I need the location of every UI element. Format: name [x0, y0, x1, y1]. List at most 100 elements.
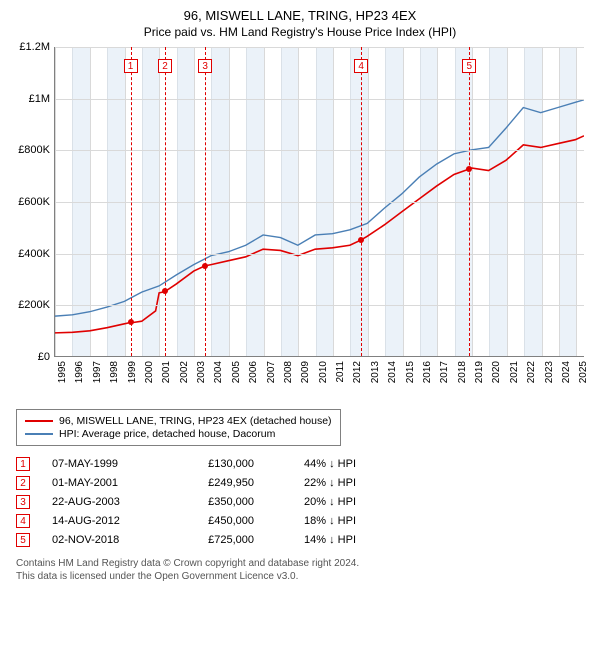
y-tick-label: £1M	[29, 93, 50, 105]
sale-marker-point	[128, 319, 134, 325]
x-tick-label: 2000	[144, 361, 155, 383]
x-tick-label: 2025	[578, 361, 589, 383]
x-tick-label: 2014	[387, 361, 398, 383]
x-tick-label: 2022	[526, 361, 537, 383]
sale-diff: 44% ↓ HPI	[276, 458, 356, 470]
x-tick-label: 2016	[422, 361, 433, 383]
sale-number-box: 1	[16, 457, 30, 471]
x-tick-label: 1996	[74, 361, 85, 383]
sale-number-box: 5	[16, 533, 30, 547]
series-line	[55, 100, 584, 316]
sale-marker-box: 3	[198, 59, 212, 73]
sales-table: 1 07-MAY-1999 £130,000 44% ↓ HPI 2 01-MAY-200…	[16, 457, 590, 547]
legend-label-property: 96, MISWELL LANE, TRING, HP23 4EX (detac…	[59, 415, 332, 427]
sale-diff: 22% ↓ HPI	[276, 477, 356, 489]
sale-price: £350,000	[174, 496, 254, 508]
sale-date: 02-NOV-2018	[52, 534, 152, 546]
sale-price: £130,000	[174, 458, 254, 470]
sale-date: 14-AUG-2012	[52, 515, 152, 527]
legend-label-hpi: HPI: Average price, detached house, Daco…	[59, 428, 275, 440]
x-tick-label: 1999	[127, 361, 138, 383]
x-tick-label: 2023	[544, 361, 555, 383]
y-tick-label: £200K	[18, 299, 50, 311]
x-tick-label: 2011	[335, 361, 346, 383]
sale-date: 22-AUG-2003	[52, 496, 152, 508]
sale-diff: 14% ↓ HPI	[276, 534, 356, 546]
x-tick-label: 2010	[318, 361, 329, 383]
gridline-h	[55, 305, 584, 306]
sale-row: 1 07-MAY-1999 £130,000 44% ↓ HPI	[16, 457, 590, 471]
gridline-h	[55, 99, 584, 100]
x-tick-label: 2001	[161, 361, 172, 383]
legend-row-hpi: HPI: Average price, detached house, Daco…	[25, 428, 332, 440]
sale-marker-box: 4	[354, 59, 368, 73]
sale-price: £450,000	[174, 515, 254, 527]
x-tick-label: 2006	[248, 361, 259, 383]
sale-diff: 18% ↓ HPI	[276, 515, 356, 527]
sale-price: £725,000	[174, 534, 254, 546]
y-axis: £0£200K£400K£600K£800K£1M£1.2M	[10, 47, 54, 357]
y-tick-label: £600K	[18, 196, 50, 208]
sale-price: £249,950	[174, 477, 254, 489]
x-tick-label: 2021	[509, 361, 520, 383]
gridline-h	[55, 150, 584, 151]
sale-marker-point	[202, 263, 208, 269]
sale-number-box: 3	[16, 495, 30, 509]
sale-date: 07-MAY-1999	[52, 458, 152, 470]
chart-subtitle: Price paid vs. HM Land Registry's House …	[10, 25, 590, 39]
y-tick-label: £1.2M	[19, 41, 50, 53]
sale-diff: 20% ↓ HPI	[276, 496, 356, 508]
sale-marker-point	[162, 288, 168, 294]
y-tick-label: £0	[38, 351, 50, 363]
sale-number-box: 2	[16, 476, 30, 490]
sale-marker-box: 5	[462, 59, 476, 73]
sale-date: 01-MAY-2001	[52, 477, 152, 489]
x-tick-label: 1997	[92, 361, 103, 383]
footer-line-2: This data is licensed under the Open Gov…	[16, 570, 590, 583]
x-tick-label: 2009	[300, 361, 311, 383]
x-tick-label: 1998	[109, 361, 120, 383]
legend: 96, MISWELL LANE, TRING, HP23 4EX (detac…	[16, 409, 341, 446]
x-tick-label: 2012	[352, 361, 363, 383]
x-tick-label: 2020	[491, 361, 502, 383]
chart-title: 96, MISWELL LANE, TRING, HP23 4EX	[10, 8, 590, 23]
footer-line-1: Contains HM Land Registry data © Crown c…	[16, 557, 590, 570]
chart-container: £0£200K£400K£600K£800K£1M£1.2M 12345 199…	[10, 47, 590, 407]
gridline-h	[55, 202, 584, 203]
legend-swatch-hpi	[25, 433, 53, 435]
footer: Contains HM Land Registry data © Crown c…	[16, 557, 590, 583]
sale-marker-line	[205, 47, 206, 356]
legend-swatch-property	[25, 420, 53, 422]
x-tick-label: 1995	[57, 361, 68, 383]
sale-marker-point	[358, 237, 364, 243]
sale-marker-line	[469, 47, 470, 356]
sale-number-box: 4	[16, 514, 30, 528]
x-tick-label: 2008	[283, 361, 294, 383]
sale-marker-line	[361, 47, 362, 356]
sale-marker-box: 2	[158, 59, 172, 73]
x-tick-label: 2007	[266, 361, 277, 383]
plot-area: 1 2 3 4 5	[54, 47, 584, 357]
x-tick-label: 2005	[231, 361, 242, 383]
x-tick-label: 2015	[405, 361, 416, 383]
sale-marker-box: 1	[124, 59, 138, 73]
y-tick-label: £800K	[18, 144, 50, 156]
x-tick-label: 2019	[474, 361, 485, 383]
gridline-h	[55, 47, 584, 48]
y-tick-label: £400K	[18, 248, 50, 260]
x-tick-label: 2003	[196, 361, 207, 383]
sale-row: 3 22-AUG-2003 £350,000 20% ↓ HPI	[16, 495, 590, 509]
x-tick-label: 2018	[457, 361, 468, 383]
sale-row: 5 02-NOV-2018 £725,000 14% ↓ HPI	[16, 533, 590, 547]
legend-row-property: 96, MISWELL LANE, TRING, HP23 4EX (detac…	[25, 415, 332, 427]
x-tick-label: 2017	[439, 361, 450, 383]
x-tick-label: 2013	[370, 361, 381, 383]
x-tick-label: 2002	[179, 361, 190, 383]
gridline-h	[55, 254, 584, 255]
sale-marker-point	[466, 166, 472, 172]
sale-marker-line	[131, 47, 132, 356]
x-tick-label: 2024	[561, 361, 572, 383]
sale-row: 4 14-AUG-2012 £450,000 18% ↓ HPI	[16, 514, 590, 528]
sale-marker-line	[165, 47, 166, 356]
sale-row: 2 01-MAY-2001 £249,950 22% ↓ HPI	[16, 476, 590, 490]
